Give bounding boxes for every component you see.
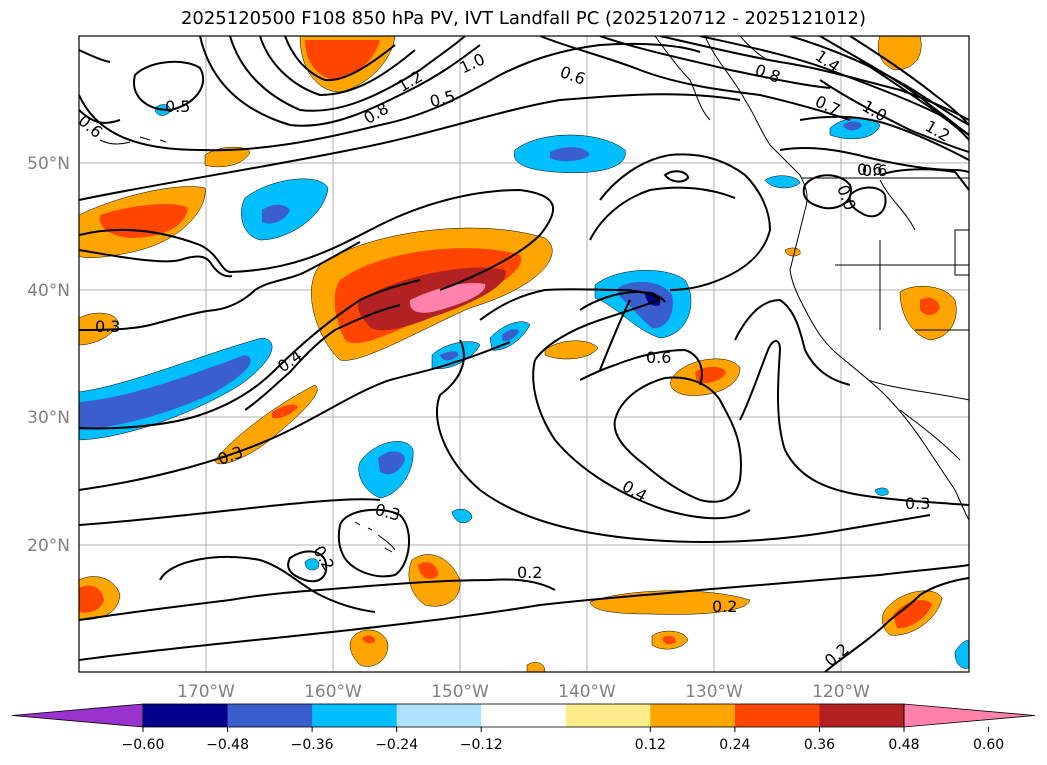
colorbar-segment bbox=[734, 704, 820, 727]
colorbar-segment bbox=[312, 704, 398, 727]
lat-label: 30°N bbox=[27, 408, 70, 428]
lat-label: 20°N bbox=[27, 536, 70, 556]
lon-label: 130°W bbox=[685, 682, 743, 702]
colorbar-segment bbox=[650, 704, 736, 727]
colorbar-tick-label: 0.36 bbox=[804, 737, 835, 753]
colorbar-extend-high bbox=[903, 703, 1036, 728]
lon-label: 150°W bbox=[431, 682, 489, 702]
contour-label: 0.2 bbox=[517, 563, 542, 582]
contour-label: 0.6 bbox=[862, 161, 887, 180]
colorbar-segment bbox=[565, 704, 651, 727]
colorbar-tick-label: −0.12 bbox=[460, 737, 503, 753]
contour-label: 0.6 bbox=[857, 160, 882, 179]
colorbar-segment bbox=[227, 704, 313, 727]
ivt-contours bbox=[79, 36, 969, 672]
pv-shading bbox=[79, 36, 969, 672]
contour-label: 0.6 bbox=[646, 348, 671, 367]
coastlines bbox=[99, 36, 969, 553]
colorbar-segment bbox=[481, 704, 567, 727]
lon-axis-labels: 170°W 160°W 150°W 140°W 130°W 120°W bbox=[177, 682, 870, 702]
lon-label: 170°W bbox=[177, 682, 235, 702]
colorbar-tick-label: 0.48 bbox=[888, 737, 919, 753]
lat-axis-labels: 50°N 40°N 30°N 20°N bbox=[27, 154, 70, 556]
lat-label: 50°N bbox=[27, 154, 70, 174]
map-frame bbox=[78, 35, 970, 673]
lon-label: 120°W bbox=[812, 682, 870, 702]
colorbar-tick-label: 0.60 bbox=[973, 737, 1004, 753]
contour-label: 0.3 bbox=[905, 494, 930, 513]
colorbar-tick-label: −0.24 bbox=[375, 737, 418, 753]
lon-label: 160°W bbox=[304, 682, 362, 702]
colorbar-segment bbox=[396, 704, 482, 727]
page-title: 2025120500 F108 850 hPa PV, IVT Landfall… bbox=[180, 8, 867, 29]
lat-label: 40°N bbox=[27, 281, 70, 301]
contour-label: 0.3 bbox=[95, 317, 120, 336]
contour-label: 0.2 bbox=[712, 597, 737, 616]
colorbar-tick-label: −0.48 bbox=[206, 737, 249, 753]
colorbar-segment bbox=[143, 704, 229, 727]
colorbar-tick-label: 0.12 bbox=[635, 737, 666, 753]
colorbar-frame bbox=[142, 703, 905, 728]
map-area: 0.6 0.5 1.0 1.2 0.8 0.5 0.6 0.8 0.7 1.4 … bbox=[79, 36, 969, 672]
colorbar-tick-label: −0.60 bbox=[122, 737, 165, 753]
colorbar-tick-label: 0.24 bbox=[719, 737, 750, 753]
colorbar-extend-low bbox=[11, 703, 144, 728]
colorbar-tick-label: −0.36 bbox=[291, 737, 334, 753]
lon-label: 140°W bbox=[558, 682, 616, 702]
colorbar: −0.60 −0.48 −0.36 −0.24 −0.12 0.12 0.24 0.36 0.4… bbox=[11, 703, 1036, 753]
contour-label: 0.5 bbox=[165, 97, 190, 116]
colorbar-segment bbox=[819, 704, 905, 727]
